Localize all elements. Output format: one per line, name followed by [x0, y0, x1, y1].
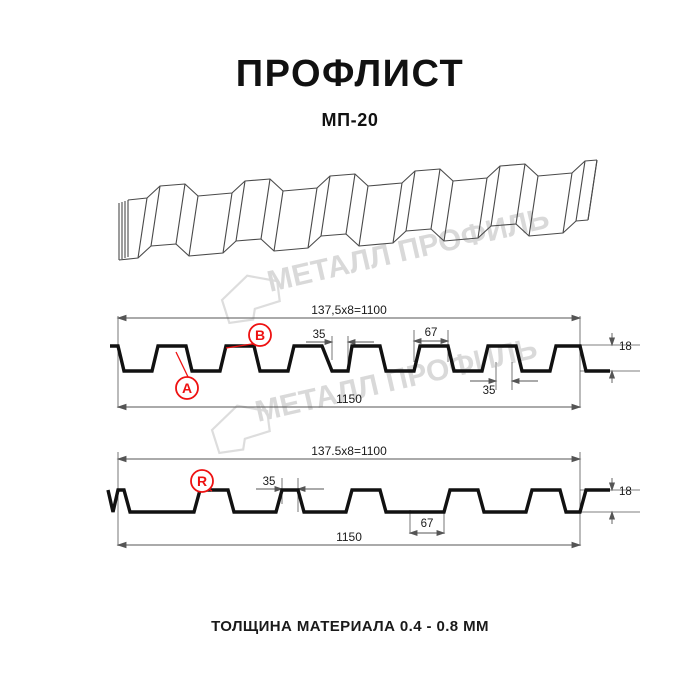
marker-b: B	[225, 323, 272, 349]
dim-rib-top-35-b: 35	[263, 476, 276, 488]
marker-a: A	[175, 351, 199, 400]
marker-a-label: A	[182, 380, 192, 396]
dim-pitch-bottom: 137.5x8=1100	[311, 444, 387, 458]
cross-section-front: 137,5x8=1100 1150 35 67	[110, 303, 640, 411]
cross-section-back: 137.5x8=1100 1150 35 67	[106, 444, 640, 549]
dim-rib-wide-67-b: 67	[421, 518, 434, 530]
dim-total-top: 1150	[336, 392, 362, 406]
marker-r: R	[190, 469, 214, 493]
page-subtitle: МП-20	[321, 110, 379, 130]
dim-rib-bottom-35: 35	[483, 385, 496, 397]
dim-rib-top-35: 35	[313, 329, 326, 341]
title-block: ПРОФЛИСТ МП-20	[0, 52, 700, 131]
page-title: ПРОФЛИСТ	[235, 53, 465, 95]
marker-r-label: R	[197, 473, 207, 489]
dim-height-bottom-18: 18	[619, 486, 632, 498]
profile-waveform-back	[106, 488, 610, 514]
footer-note: ТОЛЩИНА МАТЕРИАЛА 0.4 - 0.8 ММ	[211, 618, 489, 635]
dim-rib-wide-67: 67	[425, 327, 438, 339]
marker-b-label: B	[255, 327, 265, 343]
dim-height-top-18: 18	[619, 341, 632, 353]
dim-total-bottom: 1150	[336, 530, 362, 544]
profile-3d-view	[118, 159, 598, 261]
profile-waveform-front	[110, 344, 610, 373]
dim-pitch-top: 137,5x8=1100	[311, 303, 387, 317]
